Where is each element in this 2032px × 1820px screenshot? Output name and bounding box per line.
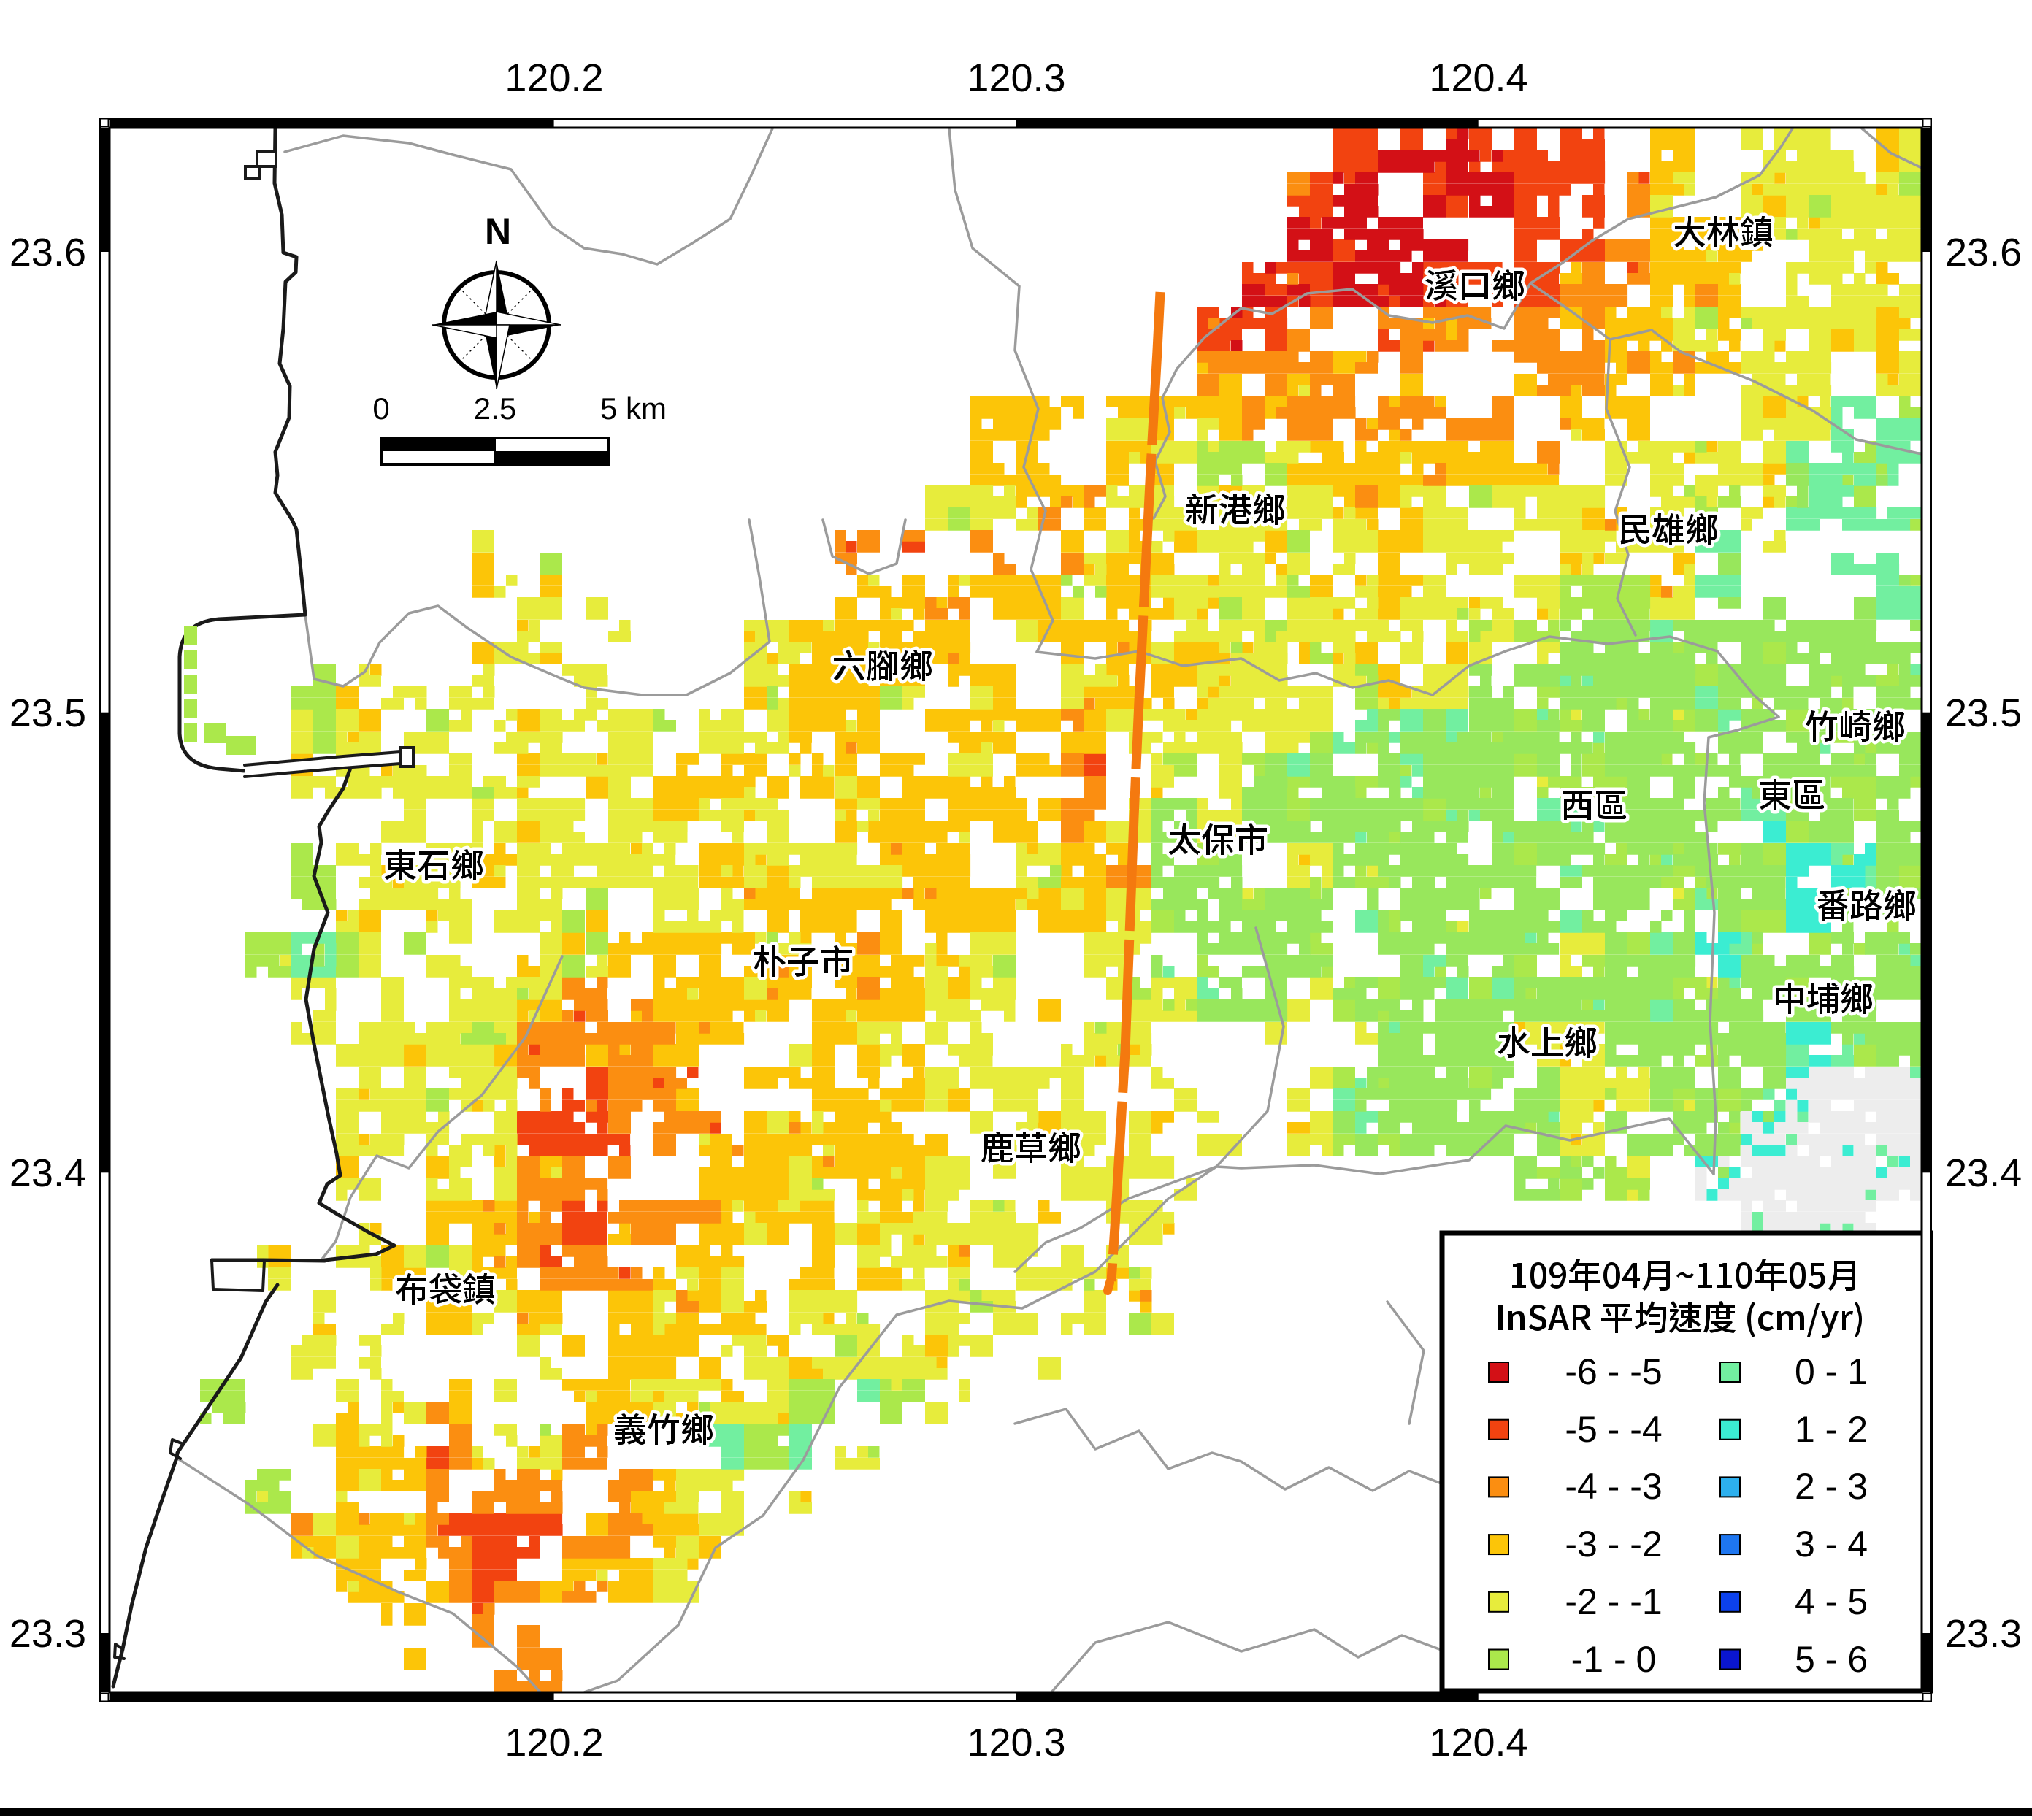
svg-text:4 - 5: 4 - 5 (1795, 1581, 1868, 1622)
svg-text:120.2: 120.2 (505, 56, 603, 100)
svg-text:120.2: 120.2 (505, 1721, 603, 1765)
svg-text:23.5: 23.5 (1945, 691, 2022, 735)
svg-text:0 - 1: 0 - 1 (1795, 1351, 1868, 1392)
svg-text:23.3: 23.3 (1945, 1612, 2022, 1656)
svg-text:23.3: 23.3 (9, 1612, 86, 1656)
svg-text:-4 - -3: -4 - -3 (1565, 1466, 1662, 1507)
svg-text:120.4: 120.4 (1429, 56, 1527, 100)
svg-text:120.3: 120.3 (967, 56, 1065, 100)
svg-text:5 - 6: 5 - 6 (1795, 1639, 1868, 1680)
svg-text:2 - 3: 2 - 3 (1795, 1466, 1868, 1507)
svg-text:120.3: 120.3 (967, 1721, 1065, 1765)
svg-text:2.5: 2.5 (474, 391, 516, 426)
svg-text:-6 - -5: -6 - -5 (1565, 1351, 1662, 1392)
svg-text:N: N (485, 211, 511, 252)
svg-text:5 km: 5 km (600, 391, 667, 426)
svg-text:-1 - 0: -1 - 0 (1571, 1639, 1657, 1680)
svg-text:3 - 4: 3 - 4 (1795, 1524, 1868, 1564)
svg-text:23.6: 23.6 (1945, 231, 2022, 274)
svg-text:0: 0 (372, 391, 389, 426)
svg-text:23.6: 23.6 (9, 231, 86, 274)
svg-text:23.4: 23.4 (9, 1151, 86, 1195)
svg-text:23.4: 23.4 (1945, 1151, 2022, 1195)
svg-text:23.5: 23.5 (9, 691, 86, 735)
svg-text:1 - 2: 1 - 2 (1795, 1409, 1868, 1450)
svg-text:-3 - -2: -3 - -2 (1565, 1524, 1662, 1564)
svg-text:-5 - -4: -5 - -4 (1565, 1409, 1662, 1450)
svg-text:120.4: 120.4 (1429, 1721, 1527, 1765)
svg-text:-2 - -1: -2 - -1 (1565, 1581, 1662, 1622)
